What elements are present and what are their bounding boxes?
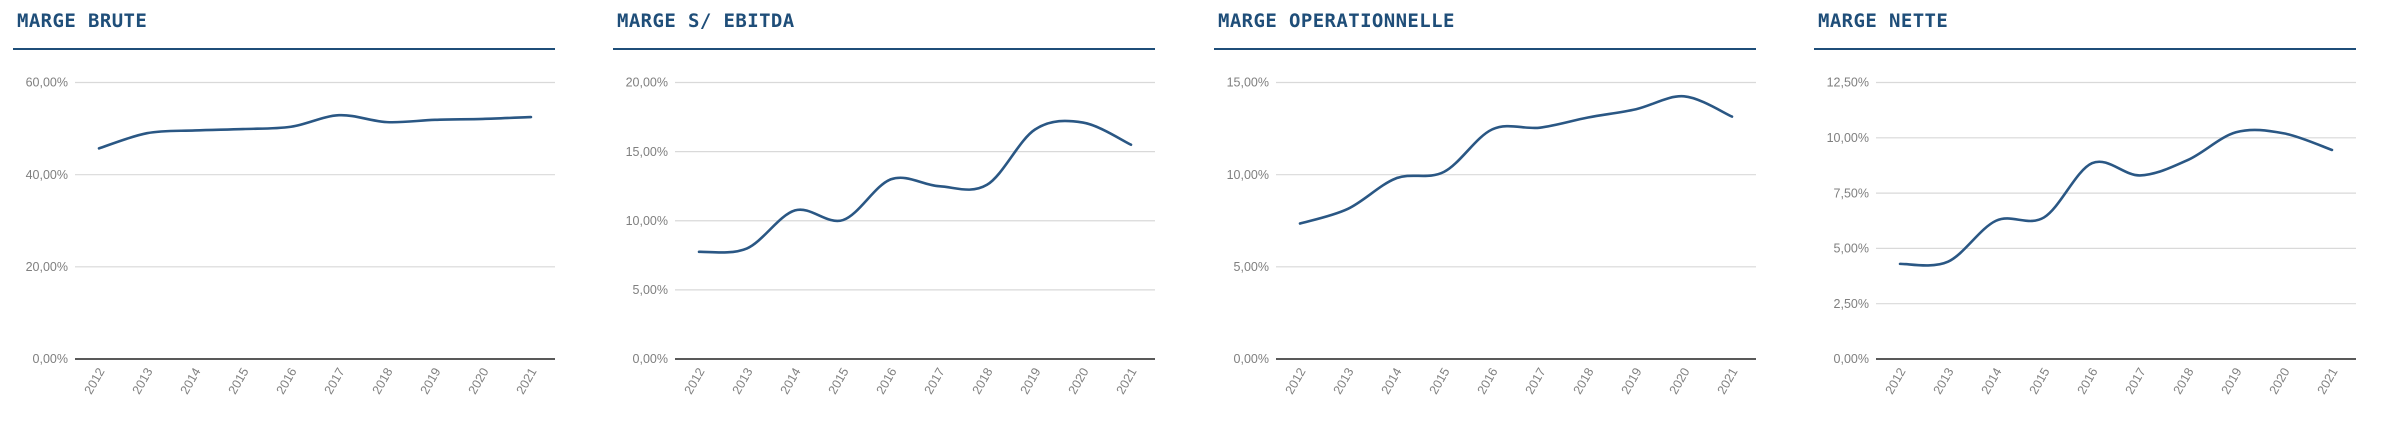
x-tick-label: 2013 [730, 365, 756, 396]
x-tick-label: 2019 [418, 365, 444, 396]
x-tick-label: 2012 [682, 365, 708, 396]
x-tick-label: 2015 [226, 365, 252, 396]
y-tick-label: 20,00% [26, 260, 68, 274]
y-tick-label: 7,50% [1834, 186, 1869, 200]
x-tick-label: 2013 [130, 365, 156, 396]
line-chart: 0,00% 20,00% 40,00% 60,00% 2012 2013 2014 2015 2… [26, 76, 555, 397]
x-tick-label: 2012 [82, 365, 108, 396]
x-tick-label: 2021 [2315, 365, 2341, 396]
x-tick-label: 2016 [1475, 365, 1501, 396]
title-underline [613, 48, 1155, 50]
x-tick-label: 2012 [1283, 365, 1309, 396]
line-chart: 0,00% 5,00% 10,00% 15,00% 2012 2013 2014 2015 20… [1227, 76, 1756, 397]
chart-title: MARGE OPERATIONNELLE [1218, 10, 1455, 32]
series-line [97, 113, 533, 150]
title-underline [1814, 48, 2356, 50]
x-tick-label: 2012 [1883, 365, 1909, 396]
y-tick-label: 15,00% [1227, 76, 1269, 90]
x-tick-label: 2013 [1931, 365, 1957, 396]
y-tick-label: 40,00% [26, 168, 68, 182]
y-tick-label: 0,00% [1834, 352, 1869, 366]
y-tick-label: 0,00% [633, 352, 668, 366]
x-tick-label: 2018 [1571, 365, 1597, 396]
x-tick-label: 2017 [1523, 365, 1549, 396]
chart-marge-s-ebitda: MARGE S/ EBITDA 0,00% 5,00% 10,00% 15,00% 20… [600, 0, 1201, 432]
x-tick-label: 2020 [1066, 365, 1092, 396]
x-tick-label: 2017 [922, 365, 948, 396]
x-tick-label: 2019 [1619, 365, 1645, 396]
x-tick-label: 2019 [1018, 365, 1044, 396]
y-tick-label: 5,00% [1834, 242, 1869, 256]
y-tick-label: 10,00% [1827, 131, 1869, 145]
chart-marge-nette: MARGE NETTE 0,00% 2,50% 5,00% 7,50% 10,00% 12… [1801, 0, 2402, 432]
y-tick-label: 15,00% [626, 145, 668, 159]
x-tick-label: 2021 [1114, 365, 1140, 396]
y-tick-label: 0,00% [33, 352, 68, 366]
line-chart: 0,00% 2,50% 5,00% 7,50% 10,00% 12,50% 2012 2013… [1827, 76, 2356, 397]
x-tick-label: 2015 [1427, 365, 1453, 396]
title-underline [1214, 48, 1756, 50]
title-underline [13, 48, 555, 50]
x-tick-label: 2018 [970, 365, 996, 396]
y-tick-label: 12,50% [1827, 76, 1869, 90]
y-tick-label: 5,00% [1234, 260, 1269, 274]
x-tick-label: 2017 [322, 365, 348, 396]
chart-title: MARGE S/ EBITDA [617, 10, 795, 32]
x-tick-label: 2018 [2171, 365, 2197, 396]
y-tick-label: 0,00% [1234, 352, 1269, 366]
series-line [1298, 95, 1734, 225]
x-tick-label: 2016 [2075, 365, 2101, 396]
x-tick-label: 2020 [1667, 365, 1693, 396]
x-tick-label: 2015 [2027, 365, 2053, 396]
x-tick-label: 2014 [1979, 365, 2005, 396]
x-tick-label: 2013 [1331, 365, 1357, 396]
x-tick-label: 2021 [514, 365, 540, 396]
y-tick-label: 2,50% [1834, 297, 1869, 311]
x-tick-label: 2020 [466, 365, 492, 396]
x-tick-label: 2014 [178, 365, 204, 396]
x-tick-label: 2019 [2219, 365, 2245, 396]
y-tick-label: 60,00% [26, 76, 68, 90]
chart-marge-brute: MARGE BRUTE 0,00% 20,00% 40,00% 60,00% 2012 2… [0, 0, 601, 432]
series-line [1898, 128, 2334, 267]
x-tick-label: 2016 [874, 365, 900, 396]
x-tick-label: 2014 [1379, 365, 1405, 396]
x-tick-label: 2016 [274, 365, 300, 396]
chart-title: MARGE BRUTE [17, 10, 148, 32]
x-tick-label: 2021 [1715, 365, 1741, 396]
x-tick-label: 2017 [2123, 365, 2149, 396]
x-tick-label: 2015 [826, 365, 852, 396]
series-line [697, 119, 1133, 254]
chart-marge-operationnelle: MARGE OPERATIONNELLE 0,00% 5,00% 10,00% 15,… [1201, 0, 1802, 432]
y-tick-label: 10,00% [626, 214, 668, 228]
y-tick-label: 20,00% [626, 76, 668, 90]
y-tick-label: 5,00% [633, 283, 668, 297]
line-chart: 0,00% 5,00% 10,00% 15,00% 20,00% 2012 2013 2014… [626, 76, 1155, 397]
chart-title: MARGE NETTE [1818, 10, 1949, 32]
x-tick-label: 2014 [778, 365, 804, 396]
x-tick-label: 2020 [2267, 365, 2293, 396]
y-tick-label: 10,00% [1227, 168, 1269, 182]
x-tick-label: 2018 [370, 365, 396, 396]
